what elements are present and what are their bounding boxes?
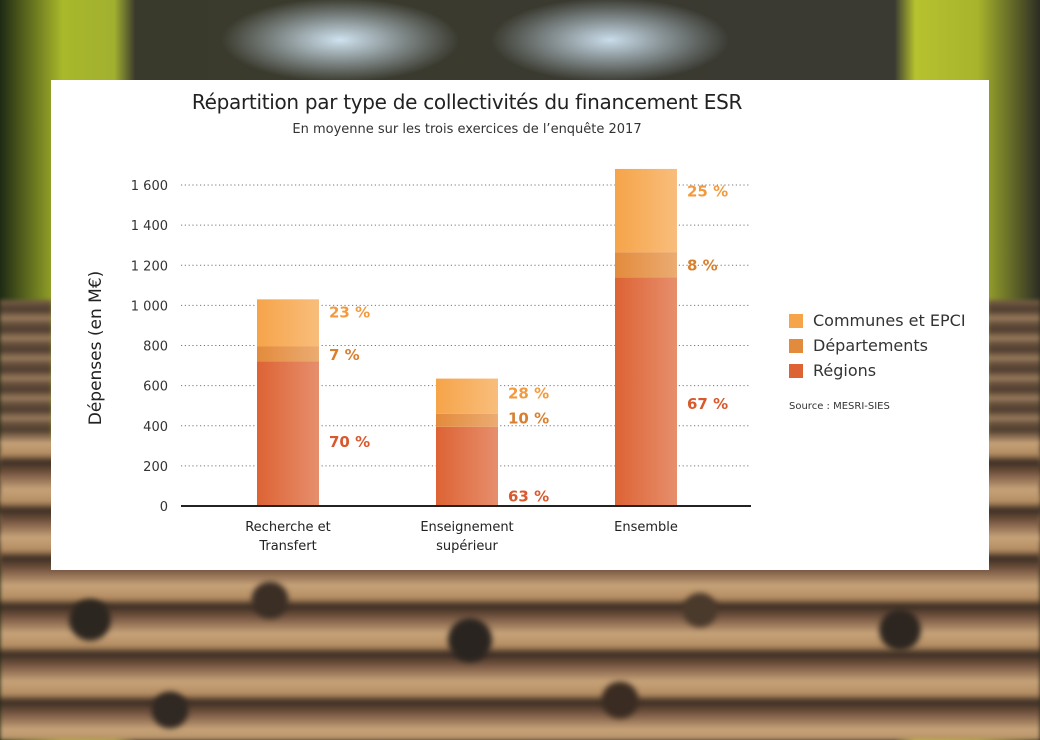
source-note: Source : MESRI-SIES bbox=[789, 401, 890, 412]
data-label: 23 % bbox=[329, 304, 370, 322]
legend-item-d-partements: Départements bbox=[789, 333, 989, 358]
y-axis-label: Dépenses (en M€) bbox=[86, 271, 106, 426]
x-tick-label: Ensemble bbox=[614, 520, 678, 535]
y-tick-label: 1 600 bbox=[131, 179, 168, 194]
y-tick-label: 600 bbox=[143, 380, 168, 395]
x-tick-label: supérieur bbox=[436, 539, 498, 554]
y-tick-label: 1 000 bbox=[131, 299, 168, 314]
y-tick-label: 1 200 bbox=[131, 259, 168, 274]
data-label: 63 % bbox=[508, 488, 549, 506]
y-axis-ticks: 0 200 400 600 800 1 000 1 200 1 400 1 600 bbox=[131, 179, 168, 515]
bar-segment-shading bbox=[436, 413, 498, 427]
legend-item-r-gions: Régions bbox=[789, 358, 989, 383]
data-label: 28 % bbox=[508, 385, 549, 403]
legend-swatch bbox=[789, 338, 803, 353]
data-label: 70 % bbox=[329, 433, 370, 451]
bar-chart: 0 200 400 600 800 1 000 1 200 1 400 1 600 70 % 7 … bbox=[86, 168, 751, 554]
bar-segment-shading bbox=[615, 168, 677, 253]
bars bbox=[257, 168, 677, 506]
y-tick-label: 1 400 bbox=[131, 219, 168, 234]
x-tick-label: Recherche et bbox=[245, 520, 331, 535]
bar-segment-shading bbox=[257, 346, 319, 362]
data-label: 25 % bbox=[687, 183, 728, 201]
x-tick-label: Transfert bbox=[258, 539, 316, 554]
bar-segment-shading bbox=[615, 252, 677, 278]
legend-swatch bbox=[789, 313, 803, 328]
chart-title: Répartition par type de collectivités du… bbox=[191, 90, 743, 114]
x-tick-label: Enseignement bbox=[420, 520, 513, 535]
y-tick-label: 200 bbox=[143, 460, 168, 475]
bar-segment-shading bbox=[436, 378, 498, 414]
legend-label: Communes et EPCI bbox=[813, 311, 966, 330]
y-tick-label: 400 bbox=[143, 420, 168, 435]
chart-subtitle: En moyenne sur les trois exercices de l’… bbox=[292, 122, 642, 137]
legend: Communes et EPCI Départements Régions bbox=[789, 308, 989, 383]
legend-item-communes-et-epci: Communes et EPCI bbox=[789, 308, 989, 333]
data-label: 8 % bbox=[687, 257, 718, 275]
data-label: 67 % bbox=[687, 395, 728, 413]
data-label: 7 % bbox=[329, 346, 360, 364]
bar-segment-shading bbox=[615, 277, 677, 506]
x-axis-ticks: Recherche et Transfert Enseignement supérie… bbox=[245, 520, 678, 554]
bar-segment-shading bbox=[436, 426, 498, 506]
y-tick-label: 800 bbox=[143, 340, 168, 355]
background-audience bbox=[0, 560, 1040, 740]
data-labels: 70 % 7 % 23 % 63 % 10 % 28 % 67 % 8 % 25 % bbox=[329, 183, 728, 506]
y-tick-label: 0 bbox=[160, 500, 168, 515]
legend-swatch bbox=[789, 363, 803, 378]
legend-label: Départements bbox=[813, 336, 928, 355]
data-label: 10 % bbox=[508, 409, 549, 427]
bar-segment-shading bbox=[257, 361, 319, 506]
bar-segment-shading bbox=[257, 299, 319, 347]
legend-label: Régions bbox=[813, 361, 877, 380]
chart-panel: Répartition par type de collectivités du… bbox=[51, 80, 989, 570]
